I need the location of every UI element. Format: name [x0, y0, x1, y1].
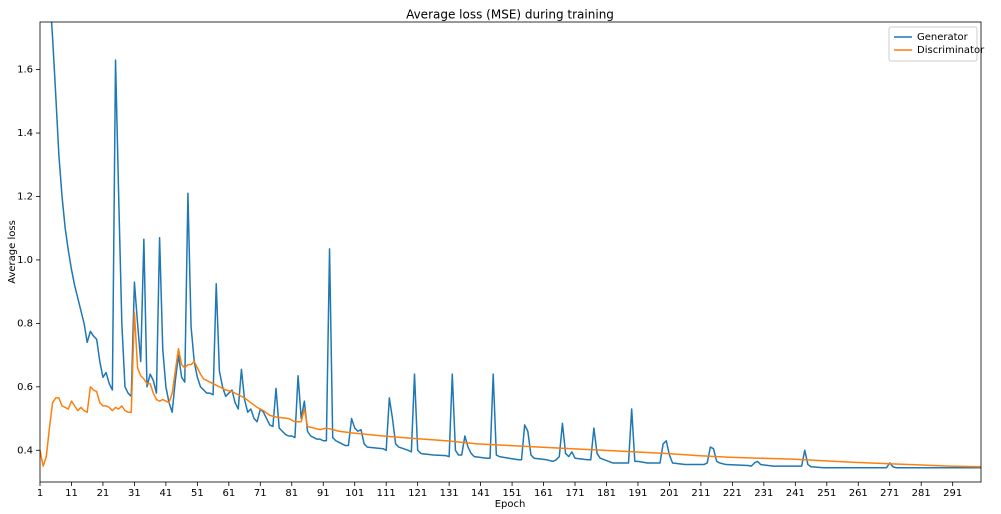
y-tick-label: 0.6 — [17, 382, 33, 393]
x-tick-label: 31 — [128, 488, 141, 499]
x-tick-label: 71 — [254, 488, 267, 499]
legend-label: Generator — [917, 32, 969, 43]
y-axis-label: Average loss — [7, 220, 18, 284]
y-tick-label: 1.2 — [17, 191, 33, 202]
x-tick-label: 181 — [597, 488, 616, 499]
plot-area — [40, 22, 981, 469]
legend-box — [888, 26, 978, 62]
x-tick-label: 11 — [65, 488, 78, 499]
x-tick-label: 41 — [160, 488, 173, 499]
plot-frame — [39, 21, 982, 483]
x-tick-label: 121 — [408, 488, 427, 499]
x-tick-label: 271 — [880, 488, 899, 499]
x-tick-label: 221 — [723, 488, 742, 499]
y-tick-label: 1.4 — [17, 128, 33, 139]
x-tick-label: 151 — [503, 488, 522, 499]
x-tick-label: 281 — [912, 488, 931, 499]
x-tick-label: 211 — [691, 488, 710, 499]
x-tick-label: 101 — [345, 488, 364, 499]
y-tick-label: 1.6 — [17, 65, 33, 76]
y-tick-label: 0.4 — [17, 445, 33, 456]
x-tick-label: 191 — [628, 488, 647, 499]
x-tick-label: 111 — [377, 488, 396, 499]
y-tick-label: 1.0 — [17, 255, 33, 266]
series-line — [50, 22, 981, 469]
x-tick-label: 131 — [440, 488, 459, 499]
x-tick-label: 171 — [565, 488, 584, 499]
x-tick-label: 1 — [37, 488, 43, 499]
x-tick-label: 241 — [786, 488, 805, 499]
x-tick-label: 201 — [660, 488, 679, 499]
x-tick-label: 81 — [285, 488, 298, 499]
y-tick-label: 0.8 — [17, 318, 33, 329]
x-tick-label: 91 — [317, 488, 330, 499]
x-tick-label: 21 — [97, 488, 110, 499]
x-tick-label: 251 — [817, 488, 836, 499]
x-tick-label: 261 — [849, 488, 868, 499]
x-tick-label: 231 — [754, 488, 773, 499]
x-tick-label: 161 — [534, 488, 553, 499]
x-tick-label: 51 — [191, 488, 204, 499]
chart-title: Average loss (MSE) during training — [406, 8, 614, 22]
x-tick-label: 141 — [471, 488, 490, 499]
x-tick-label: 291 — [943, 488, 962, 499]
series-line — [40, 311, 981, 468]
legend-label: Discriminator — [917, 45, 985, 56]
x-axis-label: Epoch — [495, 499, 526, 510]
x-tick-label: 61 — [222, 488, 235, 499]
